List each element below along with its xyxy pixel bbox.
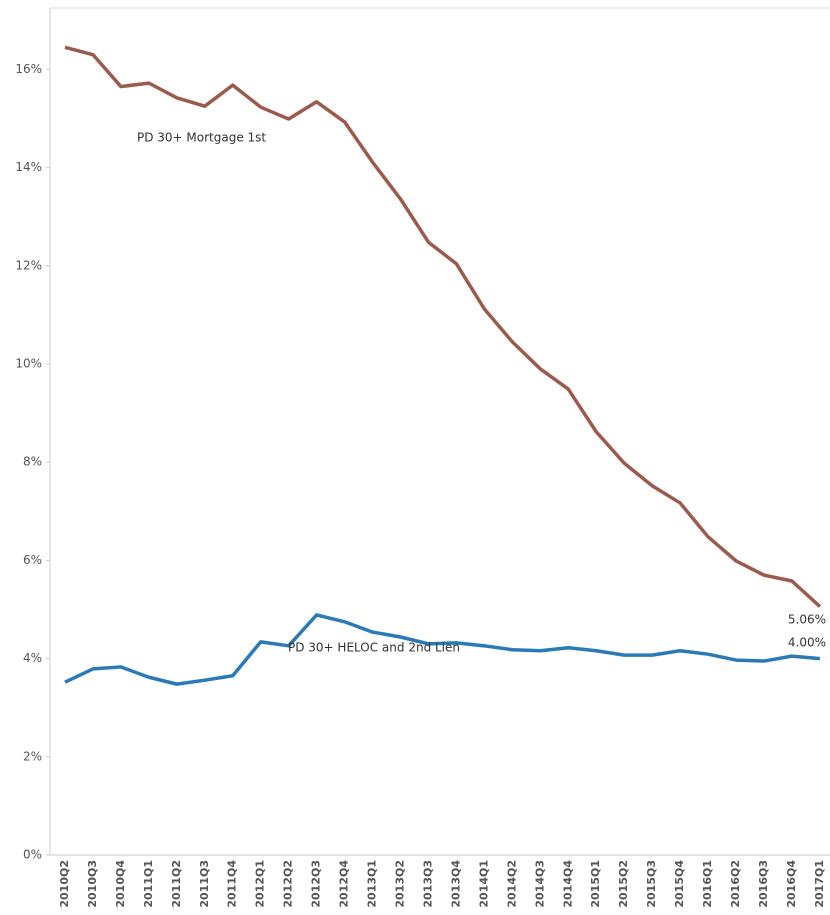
series-label: PD 30+ HELOC and 2nd Lien — [288, 641, 460, 655]
y-tick-label: 2% — [23, 749, 42, 763]
x-tick-label: 2011Q1 — [142, 860, 155, 908]
x-tick-label: 2013Q2 — [394, 860, 407, 908]
series-line — [64, 45, 822, 608]
x-tick-label: 2012Q3 — [310, 860, 323, 908]
x-tick-label: 2015Q3 — [645, 860, 658, 908]
x-tick-label: 2016Q3 — [757, 860, 770, 908]
y-tick-label: 14% — [15, 160, 42, 174]
value-label: 4.00% — [788, 636, 826, 650]
x-tick-label: 2016Q1 — [701, 860, 714, 908]
y-tick-label: 10% — [15, 356, 42, 370]
y-tick-label: 16% — [15, 62, 42, 76]
x-tick-label: 2014Q1 — [477, 860, 490, 908]
x-tick-label: 2011Q3 — [198, 860, 211, 908]
y-tick-label: 4% — [23, 651, 42, 665]
x-tick-label: 2011Q4 — [226, 860, 239, 908]
x-tick-label: 2010Q4 — [114, 860, 127, 908]
x-tick-label: 2012Q4 — [338, 860, 351, 908]
x-tick-label: 2016Q4 — [785, 860, 798, 908]
x-tick-label: 2015Q4 — [673, 860, 686, 908]
x-tick-label: 2015Q1 — [589, 860, 602, 908]
x-tick-label: 2014Q2 — [505, 860, 518, 908]
series-label: PD 30+ Mortgage 1st — [137, 131, 266, 145]
value-label: 5.06% — [788, 613, 826, 627]
x-tick-label: 2013Q4 — [449, 860, 462, 908]
y-tick-label: 12% — [15, 258, 42, 272]
x-tick-label: 2013Q1 — [366, 860, 379, 908]
x-tick-label: 2013Q3 — [421, 860, 434, 908]
x-tick-label: 2015Q2 — [617, 860, 630, 908]
x-tick-label: 2016Q2 — [729, 860, 742, 908]
x-tick-label: 2017Q1 — [813, 860, 826, 908]
series-line — [64, 613, 821, 686]
y-tick-label: 8% — [23, 455, 42, 469]
x-tick-label: 2012Q1 — [254, 860, 267, 908]
x-tick-label: 2012Q2 — [282, 860, 295, 908]
x-tick-label: 2014Q4 — [561, 860, 574, 908]
x-tick-label: 2010Q3 — [86, 860, 99, 908]
x-tick-label: 2010Q2 — [58, 860, 71, 908]
x-tick-label: 2014Q3 — [533, 860, 546, 908]
y-tick-label: 6% — [23, 553, 42, 567]
x-tick-label: 2011Q2 — [170, 860, 183, 908]
y-tick-label: 0% — [23, 848, 42, 862]
